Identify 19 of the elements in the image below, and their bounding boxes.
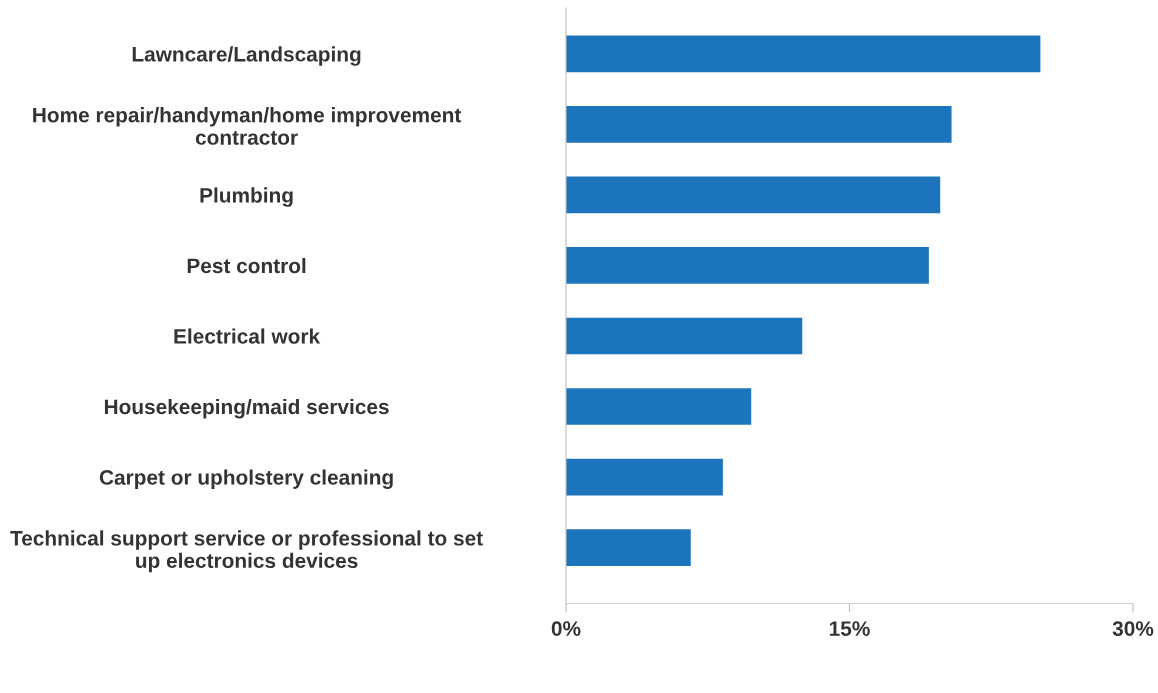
y-tick-label: Home repair/handyman/home improvement contractor bbox=[33, 107, 462, 145]
y-tick-label: Lawncare/Landscaping bbox=[132, 46, 361, 66]
bar bbox=[566, 458, 723, 496]
bar bbox=[566, 388, 752, 425]
y-tick-label: Electrical work bbox=[174, 328, 321, 344]
y-tick-label: Housekeeping/maid services bbox=[104, 398, 389, 419]
bar bbox=[566, 176, 941, 214]
bar bbox=[566, 106, 952, 143]
bar bbox=[566, 317, 803, 355]
bar bbox=[566, 247, 929, 284]
bar bbox=[566, 529, 691, 566]
y-tick-label: Technical support service or professional to set up electronics devices bbox=[10, 530, 483, 573]
y-tick-label: Plumbing bbox=[200, 187, 293, 207]
y-tick-label: Carpet or upholstery cleaning bbox=[99, 469, 393, 489]
x-tick-label: 0% bbox=[551, 621, 581, 636]
x-tick-label: 15% bbox=[829, 621, 870, 636]
y-tick-label: Pest control bbox=[187, 257, 306, 274]
bar bbox=[566, 35, 1041, 73]
x-tick-label: 30% bbox=[1112, 621, 1154, 636]
